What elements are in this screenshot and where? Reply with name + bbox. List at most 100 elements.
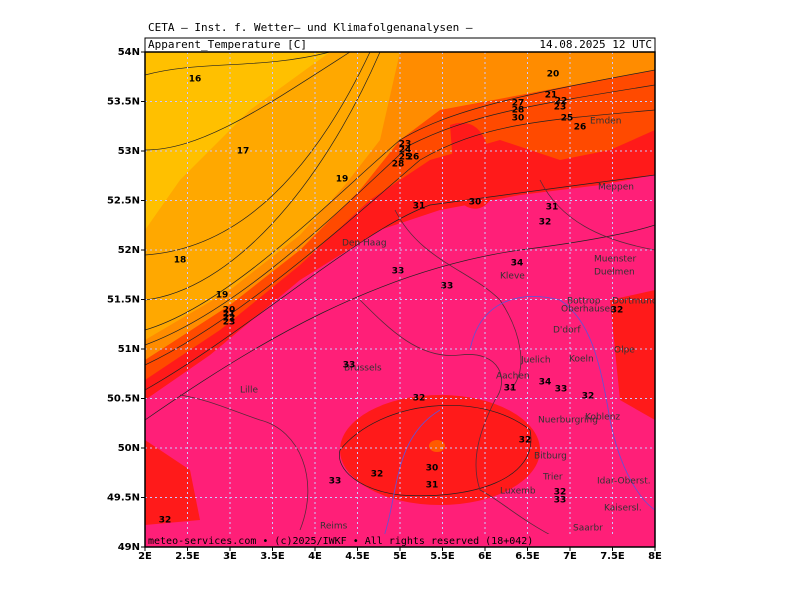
contour-label: 24 xyxy=(399,146,412,156)
contour-label: 32 xyxy=(539,218,552,228)
contour-label: 32 xyxy=(582,392,595,402)
contour-label: 34 xyxy=(539,378,552,388)
lon-label: 7.5E xyxy=(600,551,625,562)
city-label: D'dorf xyxy=(553,326,581,336)
contour-label: 16 xyxy=(189,75,202,85)
lon-label: 5E xyxy=(393,551,407,562)
contour-label: 20 xyxy=(547,70,560,80)
city-label: Saarbr xyxy=(573,524,603,534)
lat-label: 49N xyxy=(118,542,140,553)
contour-label: 23 xyxy=(223,318,236,328)
isoline xyxy=(145,52,381,301)
lat-label: 52.5N xyxy=(107,196,140,207)
city-label: Lille xyxy=(240,386,259,396)
contour-label: 25 xyxy=(399,153,412,163)
lat-label: 53N xyxy=(118,146,140,157)
contour-label: 20 xyxy=(223,306,236,316)
city-label: Aachen xyxy=(496,372,530,382)
map-area: Emden Meppen Den Haag Muenster Duelmen Kleve B… xyxy=(145,52,655,547)
contour-label: 32 xyxy=(611,306,624,316)
contour-label: 34 xyxy=(511,259,524,269)
city-label: Kaisersl. xyxy=(604,504,642,514)
contour-label: 33 xyxy=(329,477,342,487)
contour-label: 30 xyxy=(469,198,482,208)
contour-label: 31 xyxy=(546,203,559,213)
lon-label: 2.5E xyxy=(175,551,200,562)
lon-label: 6E xyxy=(478,551,492,562)
river xyxy=(379,296,655,547)
isoline xyxy=(145,52,371,256)
lon-label: 4.5E xyxy=(345,551,370,562)
contour-label: 19 xyxy=(336,175,349,185)
fill-south-core xyxy=(429,440,445,452)
contour-label: 19 xyxy=(216,291,229,301)
city-label: Koblenz xyxy=(585,413,620,423)
lon-label: 7E xyxy=(563,551,577,562)
city-label: Koeln xyxy=(569,355,594,365)
contour-label: 23 xyxy=(399,140,412,150)
lat-label: 54N xyxy=(118,47,140,58)
grid xyxy=(145,52,655,547)
contour-label: 28 xyxy=(392,160,405,170)
city-label: Muenster xyxy=(594,255,636,265)
lon-label: 4E xyxy=(308,551,322,562)
lat-label: 51N xyxy=(118,344,140,355)
city-label: Nuerburgring xyxy=(538,416,598,426)
contour-label: 33 xyxy=(392,267,405,277)
lat-label: 49.5N xyxy=(107,493,140,504)
isoline xyxy=(145,52,351,151)
contour-label: 33 xyxy=(555,385,568,395)
footer-band xyxy=(145,534,655,547)
contour-label: 27 xyxy=(512,99,525,109)
labels: Emden Meppen Den Haag Muenster Duelmen Kleve B… xyxy=(159,70,655,534)
isoline xyxy=(145,52,331,76)
lat-label: 50N xyxy=(118,443,140,454)
city-label: Brussels xyxy=(344,364,382,374)
contour-label: 31 xyxy=(413,202,426,212)
city-label: Trier xyxy=(542,473,563,483)
lon-label: 6.5E xyxy=(515,551,540,562)
city-label: Reims xyxy=(320,522,348,532)
city-label: Bitburg xyxy=(534,452,567,462)
city-label: Emden xyxy=(590,117,621,127)
isoline xyxy=(145,109,655,366)
contour-label: 32 xyxy=(554,488,567,498)
valid-time: 14.08.2025 12 UTC xyxy=(539,38,652,51)
isoline xyxy=(145,84,655,346)
lon-label: 8E xyxy=(648,551,662,562)
contour-label: 17 xyxy=(237,147,250,157)
city-label: Bottrop xyxy=(567,297,601,307)
contour-label: 31 xyxy=(426,481,439,491)
lat-label: 50.5N xyxy=(107,394,140,405)
contour-label: 22 xyxy=(555,97,568,107)
fill-north-red xyxy=(450,122,491,209)
contour-label: 32 xyxy=(519,436,532,446)
city-label: Meppen xyxy=(598,183,634,193)
contour-label: 32 xyxy=(371,470,384,480)
lat-label: 51.5N xyxy=(107,295,140,306)
contour-label: 23 xyxy=(554,103,567,113)
fill-east-red xyxy=(610,290,655,420)
contour-label: 21 xyxy=(545,91,558,101)
header-title: CETA — Inst. f. Wetter— und Klimafolgena… xyxy=(148,21,473,34)
city-label: Idar-Oberst. xyxy=(597,477,651,487)
city-label: Olpe xyxy=(614,346,635,356)
city-label: Oberhausen xyxy=(561,305,616,315)
isoline xyxy=(339,405,532,497)
contour-label: 33 xyxy=(554,496,567,506)
border xyxy=(179,299,561,541)
contour-label: 33 xyxy=(343,361,356,371)
fill-west-red xyxy=(145,440,200,525)
isoline xyxy=(145,174,655,391)
city-label: Duelmen xyxy=(594,268,635,278)
lat-label: 53.5N xyxy=(107,97,140,108)
contour-label: 31 xyxy=(504,384,517,394)
contour-label: 26 xyxy=(407,153,420,163)
contour-label: 18 xyxy=(174,256,187,266)
footer: meteo-services.com • (c)2025/IWKF • All … xyxy=(148,536,533,547)
contour-label: 30 xyxy=(512,114,525,124)
contour-label: 22 xyxy=(223,314,236,324)
fill-16 xyxy=(145,52,330,230)
